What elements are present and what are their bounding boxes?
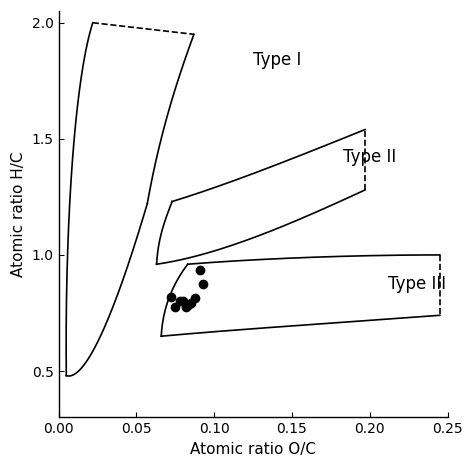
Point — [187, 299, 195, 306]
Point — [182, 303, 190, 311]
Y-axis label: Atomic ratio H/C: Atomic ratio H/C — [11, 152, 26, 277]
Text: Type III: Type III — [388, 275, 447, 293]
Point — [172, 303, 179, 311]
Point — [200, 280, 207, 288]
X-axis label: Atomic ratio O/C: Atomic ratio O/C — [190, 442, 316, 457]
Point — [191, 294, 199, 302]
Point — [167, 293, 174, 300]
Point — [176, 298, 184, 305]
Text: Type I: Type I — [253, 51, 301, 69]
Text: Type II: Type II — [343, 148, 397, 167]
Point — [196, 266, 204, 274]
Point — [184, 301, 191, 308]
Point — [179, 298, 187, 305]
